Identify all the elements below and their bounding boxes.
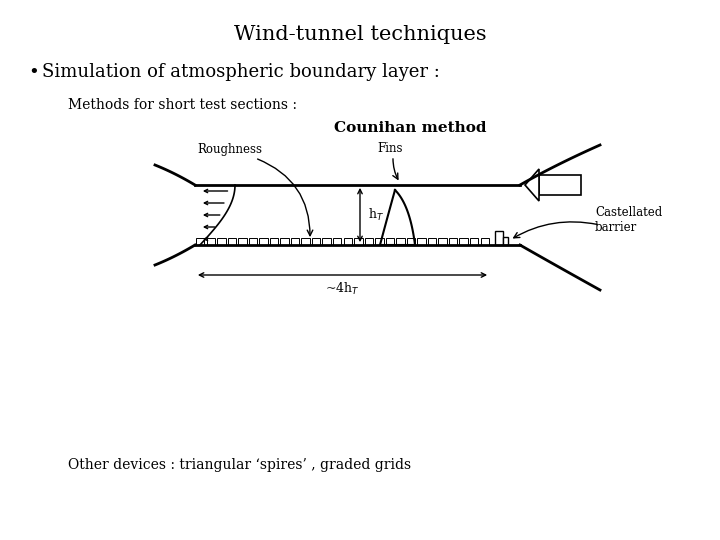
Text: Methods for short test sections :: Methods for short test sections :	[68, 98, 297, 112]
Bar	[312, 238, 320, 245]
Text: Fins: Fins	[377, 141, 402, 154]
Bar	[207, 238, 215, 245]
Text: Roughness: Roughness	[197, 144, 263, 157]
Text: ~4h$_T$: ~4h$_T$	[325, 281, 360, 297]
Bar	[238, 238, 247, 245]
Text: Other devices : triangular ‘spires’ , graded grids: Other devices : triangular ‘spires’ , gr…	[68, 458, 411, 472]
Text: h$_T$: h$_T$	[368, 207, 384, 223]
Bar	[280, 238, 289, 245]
Bar	[270, 238, 278, 245]
Bar	[364, 238, 373, 245]
Text: •: •	[28, 63, 39, 81]
Bar	[449, 238, 457, 245]
Bar	[259, 238, 268, 245]
Bar	[407, 238, 415, 245]
Text: Counihan method: Counihan method	[334, 121, 486, 135]
Bar	[354, 238, 362, 245]
Polygon shape	[525, 169, 539, 201]
Bar	[495, 231, 503, 245]
Bar	[228, 238, 236, 245]
Bar	[217, 238, 225, 245]
Bar	[438, 238, 447, 245]
Bar	[418, 238, 426, 245]
Bar	[470, 238, 478, 245]
Bar	[333, 238, 341, 245]
Bar	[343, 238, 352, 245]
Bar	[302, 238, 310, 245]
Bar	[539, 175, 581, 195]
Bar	[459, 238, 468, 245]
Text: Wind-tunnel techniques: Wind-tunnel techniques	[234, 25, 486, 44]
Bar	[196, 238, 204, 245]
Bar	[396, 238, 405, 245]
Bar	[375, 238, 384, 245]
Bar	[428, 238, 436, 245]
Bar	[386, 238, 394, 245]
Bar	[291, 238, 300, 245]
Text: Simulation of atmospheric boundary layer :: Simulation of atmospheric boundary layer…	[42, 63, 440, 81]
Text: Castellated
barrier: Castellated barrier	[595, 206, 662, 234]
Bar	[503, 237, 508, 245]
Bar	[248, 238, 257, 245]
Bar	[480, 238, 489, 245]
Bar	[323, 238, 331, 245]
